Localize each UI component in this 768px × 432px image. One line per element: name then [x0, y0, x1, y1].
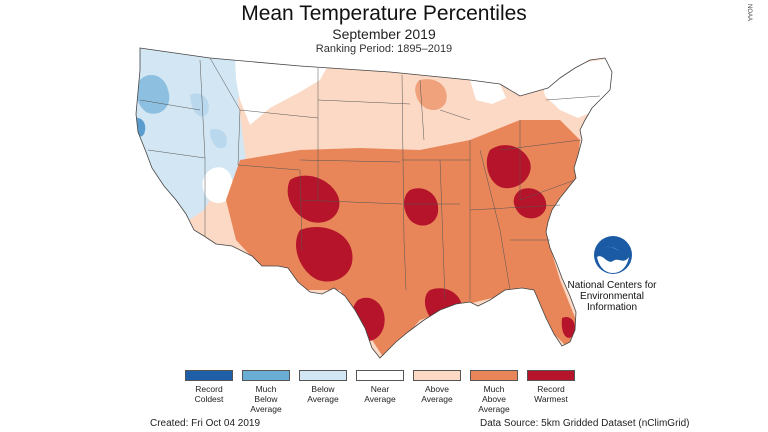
ranking-period: Ranking Period: 1895–2019 [315, 43, 453, 55]
legend-label: Above Average [421, 384, 453, 404]
legend-swatch [185, 370, 233, 381]
legend-swatch [413, 370, 461, 381]
legend-swatch [527, 370, 575, 381]
legend-swatch [356, 370, 404, 381]
legend-label: Record Coldest [194, 384, 224, 404]
legend-label: Much Below Average [250, 384, 282, 414]
legend-label: Record Warmest [534, 384, 568, 404]
ncei-label: National Centers for Environmental Infor… [562, 280, 662, 313]
us-outline [135, 47, 613, 359]
state-boundaries [139, 57, 601, 301]
legend-label: Below Average [307, 384, 339, 404]
legend-swatch [299, 370, 347, 381]
legend-swatch [470, 370, 518, 381]
legend-label: Near Average [364, 384, 396, 404]
data-source: Data Source: 5km Gridded Dataset (nClimG… [480, 418, 690, 429]
ncei-line-2: Environmental [580, 291, 644, 302]
map-subtitle: September 2019 [332, 26, 436, 42]
ncei-line-3: Information [586, 302, 638, 313]
map-title: Mean Temperature Percentiles [241, 2, 527, 25]
legend-label: Much Above Average [478, 384, 510, 414]
created-date: Created: Fri Oct 04 2019 [150, 418, 261, 429]
noaa-logo-icon [594, 236, 632, 274]
ncei-line-1: National Centers for [567, 280, 657, 291]
legend-swatch [242, 370, 290, 381]
